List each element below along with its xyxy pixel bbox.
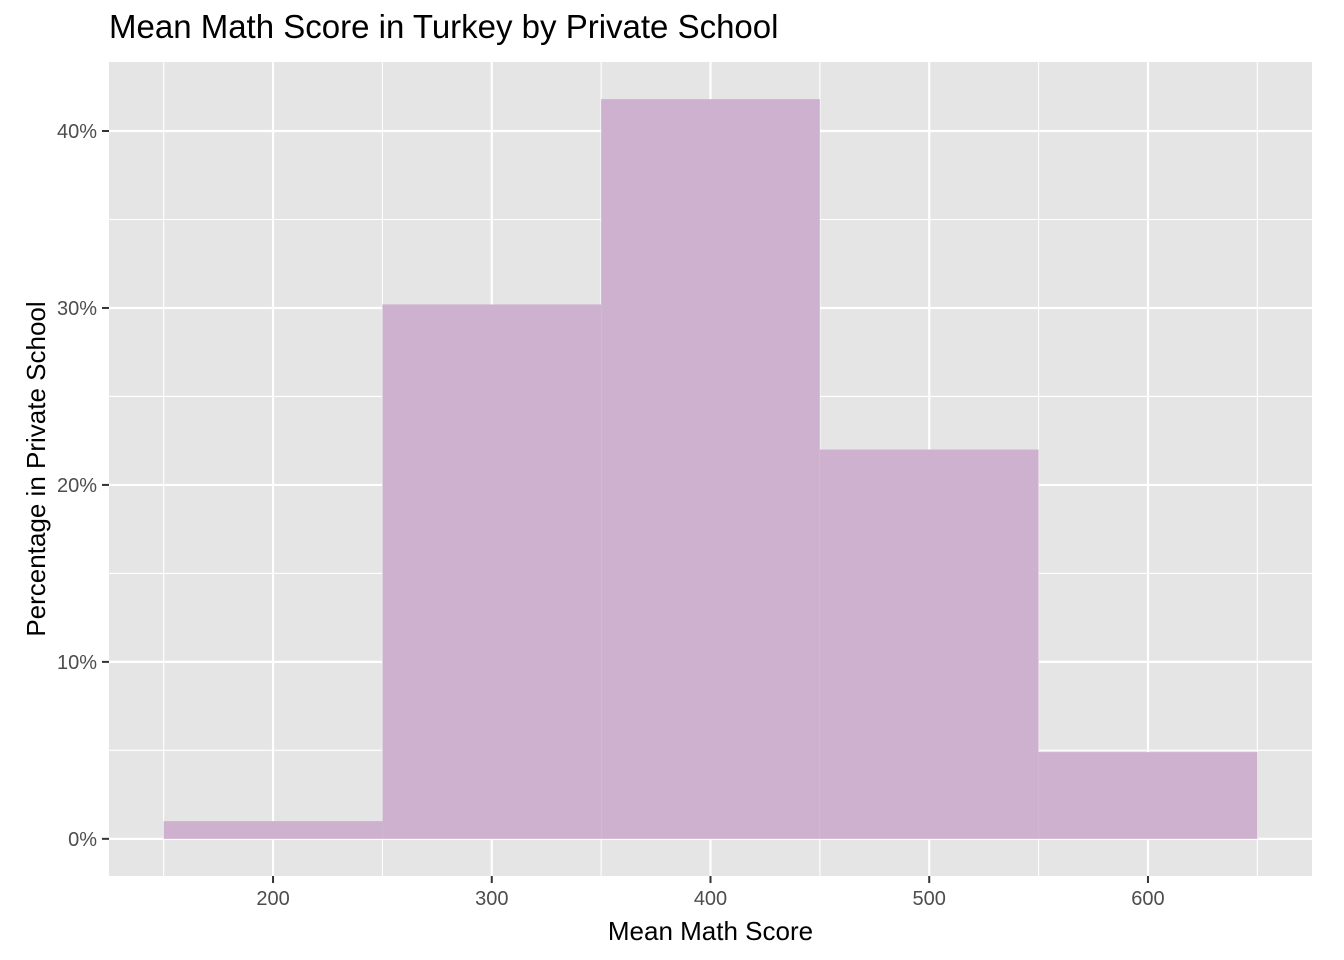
x-axis-title: Mean Math Score: [608, 916, 813, 946]
x-axis: 200 300 400 500 600: [256, 876, 1165, 910]
y-axis: 0% 10% 20% 30% 40%: [57, 121, 109, 851]
histogram-bars: [163, 99, 1258, 839]
histogram-bar-3: [601, 99, 820, 839]
histogram-bar-1: [163, 821, 383, 839]
y-tick-label: 30%: [57, 298, 97, 320]
y-tick-label: 40%: [57, 121, 97, 143]
x-tick-label: 500: [913, 888, 946, 910]
x-tick-label: 400: [694, 888, 727, 910]
chart-title: Mean Math Score in Turkey by Private Sch…: [109, 8, 779, 45]
y-axis-title: Percentage in Private School: [21, 301, 51, 636]
y-tick-label: 0%: [68, 829, 97, 851]
histogram-bar-2: [382, 304, 602, 839]
x-tick-label: 200: [256, 888, 289, 910]
x-tick-label: 600: [1131, 888, 1164, 910]
histogram-bar-5: [1038, 752, 1258, 839]
x-tick-label: 300: [475, 888, 508, 910]
y-tick-label: 10%: [57, 652, 97, 674]
y-tick-label: 20%: [57, 475, 97, 497]
histogram-bar-4: [819, 449, 1039, 839]
